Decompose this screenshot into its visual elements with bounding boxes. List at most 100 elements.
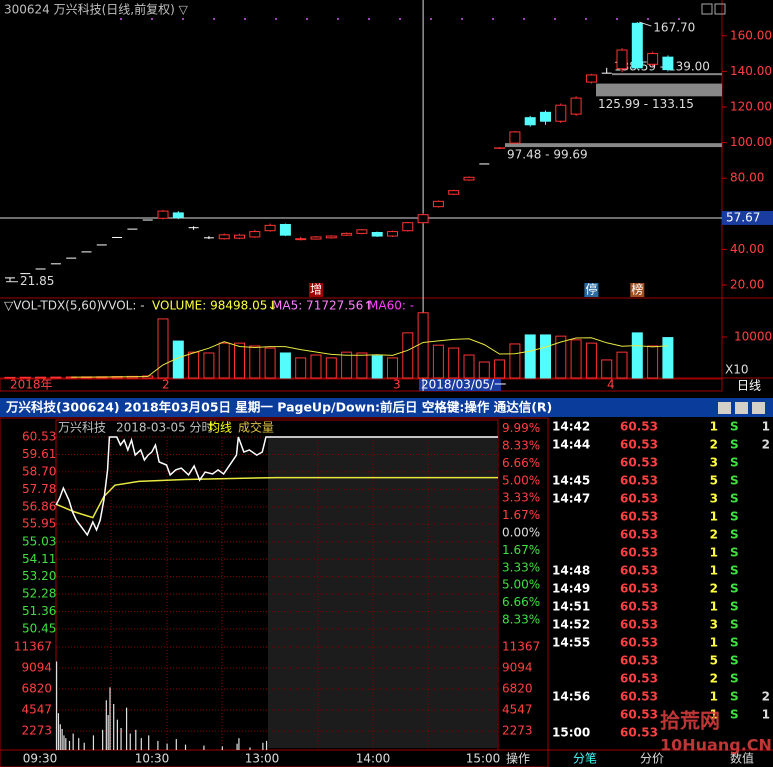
volume-bar — [570, 339, 582, 379]
dot — [306, 18, 308, 20]
volume-bar — [175, 739, 177, 750]
window-buttons — [701, 3, 726, 15]
volume-bar — [59, 724, 61, 750]
dot — [120, 18, 122, 20]
dot — [647, 18, 649, 20]
volume-bar — [463, 354, 475, 379]
dot — [523, 18, 525, 20]
title-buttons — [718, 402, 765, 414]
gap-band — [596, 83, 722, 97]
volume-bar — [555, 335, 567, 379]
marker: 榜 — [631, 282, 643, 297]
trade-cell: 60.53 — [620, 420, 658, 434]
dot — [275, 18, 277, 20]
trade-cell: 14:51 — [552, 600, 590, 614]
gap-band — [612, 73, 722, 76]
high-pointer — [639, 21, 652, 27]
candle-body — [647, 53, 659, 65]
trade-cell: 60.53 — [620, 708, 658, 722]
trade-cell: S — [730, 636, 739, 650]
price-label: 57.78 — [22, 482, 56, 496]
trade-cell: S — [730, 654, 739, 668]
volume-bar — [135, 729, 137, 750]
price-label: 56.86 — [22, 499, 56, 513]
y-tick-label: 120.00 — [730, 99, 772, 113]
trade-cell: 60.53 — [620, 528, 658, 542]
ma5-line — [71, 337, 668, 378]
trade-cell: 14:52 — [552, 618, 590, 632]
trade-cell: 2 — [710, 438, 718, 452]
volume-bar — [102, 729, 104, 750]
vol-label: 9094 — [502, 660, 533, 674]
trade-cell: 60.53 — [620, 564, 658, 578]
y-tick-label: 140.00 — [730, 64, 772, 78]
volume-bar — [140, 738, 142, 750]
tab[interactable]: 分笔 — [573, 751, 597, 766]
volume-bar — [647, 345, 659, 379]
trade-cell: 60.53 — [620, 654, 658, 668]
gap-label: 138.59 - 139.00 — [614, 60, 710, 74]
candle-body — [218, 234, 230, 240]
cursor-date: 2018/03/05/一 — [421, 378, 506, 392]
candle-body — [325, 235, 337, 239]
vol-legend: 成交量 — [238, 420, 274, 435]
tab[interactable]: 数值 — [730, 751, 754, 766]
button[interactable] — [714, 3, 726, 15]
time-label: 14:00 — [356, 752, 391, 766]
price-label: 52.28 — [22, 587, 56, 601]
volume-bar — [417, 312, 429, 379]
candle-body — [570, 97, 582, 115]
intraday-name: 万兴科技 — [58, 421, 106, 435]
ma60: MA60: - — [368, 299, 414, 313]
price-label: 54.11 — [22, 552, 56, 566]
trade-cell: 60.53 — [620, 456, 658, 470]
period: 日线 — [737, 379, 761, 393]
time-label: 13:00 — [245, 752, 280, 766]
candle-body — [417, 214, 429, 224]
marker-box — [309, 283, 323, 297]
title-bar — [0, 398, 773, 417]
trade-cell: 5 — [710, 654, 718, 668]
button[interactable] — [701, 3, 713, 15]
dot — [678, 18, 680, 20]
trade-cell: 1 — [710, 420, 718, 434]
close[interactable] — [752, 402, 765, 414]
volume-bar — [509, 343, 521, 379]
candle-body — [234, 234, 245, 239]
tab[interactable]: 分价 — [640, 752, 664, 766]
volume-bar — [157, 740, 159, 750]
volume-bar — [432, 344, 444, 379]
tab[interactable]: 操作 — [506, 751, 530, 766]
kline-title: 300624 万兴科技(日线,前复权) ▽ — [4, 2, 189, 17]
volume-bar — [448, 347, 460, 379]
volume-bar — [356, 352, 368, 379]
trade-cell: 15:00 — [552, 726, 590, 740]
candle-body — [555, 104, 567, 122]
volume-bar — [279, 352, 291, 379]
ma5: MA5: 71727.56↑ — [272, 299, 373, 313]
price-line — [55, 436, 498, 537]
pct-label: 8.33% — [502, 613, 540, 627]
trade-cell: S — [730, 708, 739, 722]
volume-bar — [262, 742, 264, 750]
maximize[interactable] — [735, 402, 748, 414]
trade-cell: 1 — [710, 708, 718, 722]
dot — [554, 18, 556, 20]
trade-cell: 14:44 — [552, 438, 590, 452]
trade-cell: 2 — [710, 672, 718, 686]
vol-label: 2273 — [21, 724, 52, 738]
trade-cell: 60.53 — [620, 726, 658, 740]
dot — [151, 18, 153, 20]
candle-body — [310, 236, 322, 240]
marker-box — [630, 283, 645, 297]
volume-bar — [234, 342, 245, 379]
minimize[interactable] — [718, 402, 731, 414]
volume-bar — [631, 332, 643, 379]
trade-cell: 60.53 — [620, 672, 658, 686]
trade-cell: 14:49 — [552, 582, 590, 596]
current-label: 57.67 — [726, 210, 760, 224]
volume-bar — [478, 361, 490, 379]
marker-box — [584, 283, 599, 297]
trade-cell: S — [730, 510, 739, 524]
volume-bar — [310, 354, 322, 379]
